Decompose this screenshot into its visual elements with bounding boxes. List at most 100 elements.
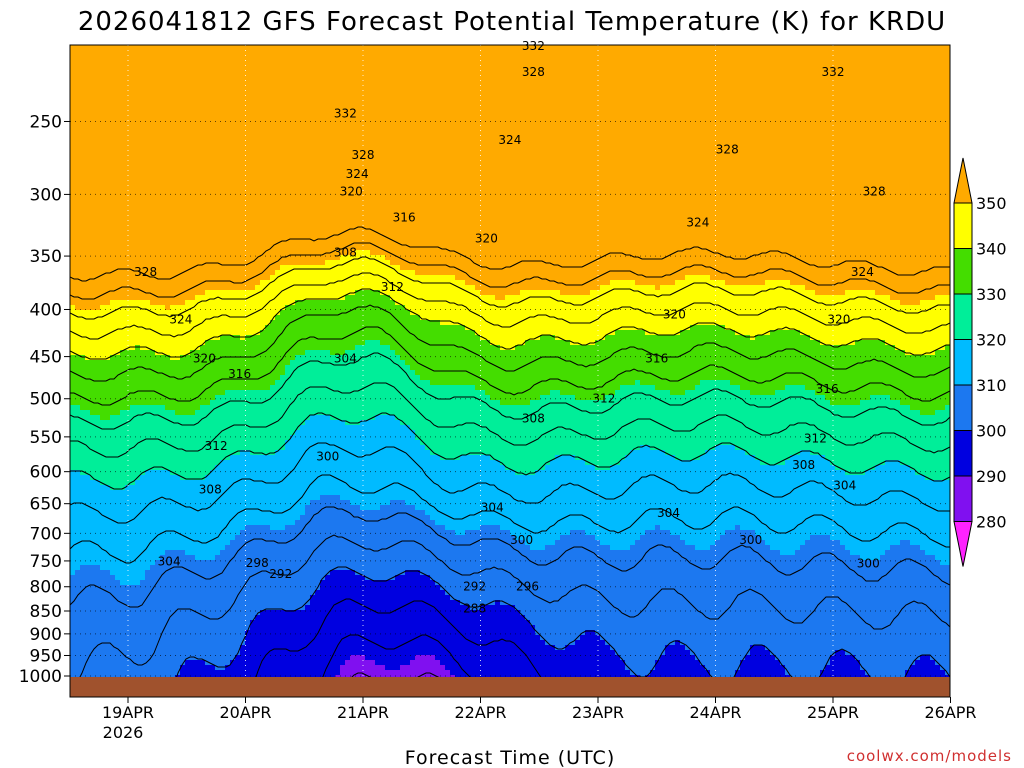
field-cell	[105, 55, 110, 60]
field-cell	[700, 145, 705, 150]
field-cell	[210, 145, 215, 150]
field-cell	[355, 85, 360, 90]
field-cell	[840, 165, 845, 170]
field-cell	[500, 125, 505, 130]
field-cell	[235, 165, 240, 170]
field-cell	[175, 145, 180, 150]
field-cell	[270, 180, 275, 185]
field-cell	[515, 80, 520, 85]
field-cell	[285, 155, 290, 160]
field-cell	[455, 135, 460, 140]
field-cell	[645, 180, 650, 185]
field-cell	[300, 165, 305, 170]
field-cell	[880, 145, 885, 150]
field-cell	[165, 75, 170, 80]
field-cell	[740, 120, 745, 125]
field-cell	[795, 140, 800, 145]
field-cell	[185, 70, 190, 75]
field-cell	[75, 100, 80, 105]
field-cell	[715, 60, 720, 65]
field-cell	[445, 120, 450, 125]
field-cell	[330, 185, 335, 190]
field-cell	[895, 170, 900, 175]
field-cell	[185, 80, 190, 85]
field-cell	[645, 90, 650, 95]
field-cell	[660, 165, 665, 170]
field-cell	[170, 120, 175, 125]
field-cell	[670, 120, 675, 125]
field-cell	[90, 100, 95, 105]
field-cell	[575, 85, 580, 90]
field-cell	[385, 185, 390, 190]
field-cell	[870, 90, 875, 95]
field-cell	[905, 150, 910, 155]
field-cell	[345, 175, 350, 180]
field-cell	[905, 130, 910, 135]
field-cell	[370, 50, 375, 55]
field-cell	[285, 110, 290, 115]
field-cell	[345, 180, 350, 185]
field-cell	[905, 60, 910, 65]
field-cell	[915, 155, 920, 160]
field-cell	[380, 115, 385, 120]
field-cell	[570, 45, 575, 50]
field-cell	[875, 170, 880, 175]
field-cell	[780, 110, 785, 115]
field-cell	[440, 120, 445, 125]
field-cell	[565, 165, 570, 170]
field-cell	[680, 135, 685, 140]
field-cell	[365, 110, 370, 115]
field-cell	[585, 120, 590, 125]
field-cell	[100, 85, 105, 90]
field-cell	[70, 130, 75, 135]
field-cell	[830, 165, 835, 170]
field-cell	[380, 80, 385, 85]
field-cell	[485, 80, 490, 85]
field-cell	[120, 115, 125, 120]
field-cell	[410, 135, 415, 140]
field-cell	[570, 165, 575, 170]
field-cell	[575, 145, 580, 150]
field-cell	[690, 90, 695, 95]
field-cell	[210, 45, 215, 50]
field-cell	[505, 45, 510, 50]
field-cell	[720, 50, 725, 55]
field-cell	[485, 115, 490, 120]
field-cell	[75, 120, 80, 125]
field-cell	[440, 145, 445, 150]
field-cell	[475, 105, 480, 110]
field-cell	[220, 130, 225, 135]
field-cell	[860, 80, 865, 85]
field-cell	[635, 60, 640, 65]
field-cell	[735, 120, 740, 125]
field-cell	[440, 70, 445, 75]
field-cell	[790, 180, 795, 185]
field-cell	[425, 100, 430, 105]
field-cell	[400, 55, 405, 60]
field-cell	[900, 100, 905, 105]
field-cell	[755, 130, 760, 135]
field-cell	[440, 175, 445, 180]
field-cell	[365, 55, 370, 60]
field-cell	[795, 100, 800, 105]
field-cell	[245, 100, 250, 105]
field-cell	[405, 85, 410, 90]
field-cell	[905, 55, 910, 60]
field-cell	[770, 80, 775, 85]
field-cell	[375, 180, 380, 185]
field-cell	[740, 75, 745, 80]
field-cell	[945, 110, 950, 115]
field-cell	[635, 105, 640, 110]
field-cell	[225, 100, 230, 105]
field-cell	[635, 140, 640, 145]
field-cell	[670, 75, 675, 80]
field-cell	[860, 180, 865, 185]
field-cell	[800, 130, 805, 135]
field-cell	[820, 80, 825, 85]
field-cell	[160, 55, 165, 60]
field-cell	[570, 160, 575, 165]
field-cell	[910, 85, 915, 90]
field-cell	[615, 110, 620, 115]
field-cell	[690, 180, 695, 185]
field-cell	[655, 65, 660, 70]
